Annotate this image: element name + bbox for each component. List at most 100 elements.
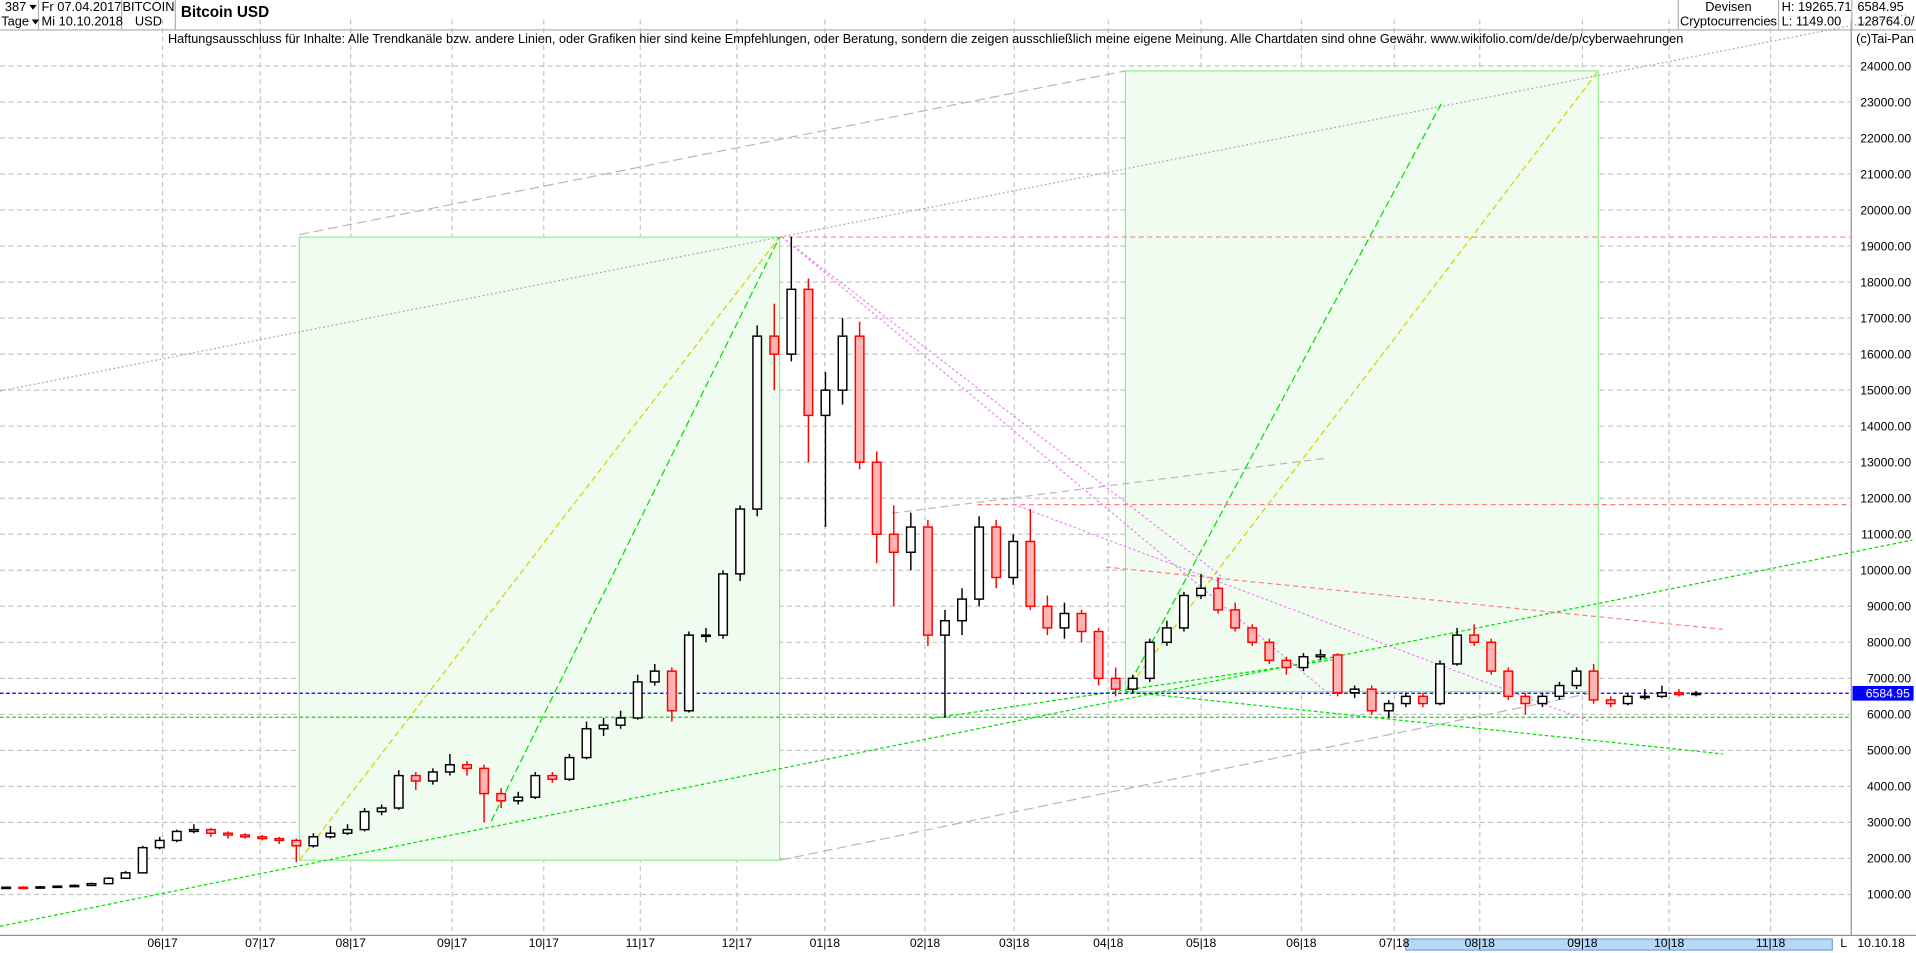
candle-body: [137, 846, 148, 874]
candle: [513, 791, 524, 805]
candle-body: [1537, 695, 1548, 705]
candle-body: [86, 882, 97, 887]
x-tick-label: 09|17: [436, 937, 468, 951]
candle: [547, 771, 558, 783]
candle-body: [905, 526, 916, 553]
bars-count[interactable]: 387: [4, 0, 27, 15]
candle-body: [1196, 587, 1207, 597]
candle: [18, 886, 29, 890]
candle: [1281, 656, 1292, 675]
candle: [461, 761, 473, 776]
candle: [1520, 692, 1531, 715]
bars-period-selector[interactable]: 387 Tage: [0, 0, 40, 30]
candle: [69, 884, 80, 888]
scroll-marker[interactable]: L: [1840, 937, 1848, 951]
y-tick-label: 10000.00: [1860, 564, 1911, 578]
disclaimer-text: Haftungsausschluss für Inhalte: Alle Tre…: [167, 32, 1684, 47]
candle-body: [120, 872, 131, 879]
x-tick-label: 10|17: [528, 937, 559, 951]
candle: [1400, 692, 1411, 708]
candle: [393, 770, 404, 810]
y-tick-label: 12000.00: [1860, 492, 1911, 506]
y-tick-label: 1000.00: [1867, 888, 1911, 902]
candle: [803, 278, 814, 463]
y-tick-label: 11000.00: [1861, 528, 1911, 542]
candle-body: [1691, 692, 1702, 696]
y-tick-label: 17000.00: [1860, 311, 1911, 325]
candle-body: [649, 670, 660, 683]
candle-body: [35, 886, 46, 889]
candle-body: [581, 728, 592, 759]
last-value: 6584.95: [1857, 0, 1904, 15]
category: Devisen Cryptocurrencies: [1677, 0, 1780, 30]
trendline-gray-dashed-upper: [299, 70, 1126, 236]
candle-body: [786, 288, 797, 355]
y-tick-label: 6000.00: [1867, 708, 1911, 722]
candle: [718, 570, 729, 639]
candle-body: [513, 796, 524, 802]
candle-body: [1503, 670, 1514, 698]
candle: [632, 674, 643, 720]
time-scrollbar[interactable]: [1405, 938, 1833, 951]
candle-body: [564, 756, 575, 780]
candle: [205, 827, 216, 837]
candle-body: [957, 598, 968, 622]
candle: [1554, 681, 1565, 700]
end-date: 10.10.18: [1857, 937, 1905, 951]
candle-body: [1213, 587, 1224, 611]
candle-body: [837, 335, 848, 391]
candle: [615, 710, 626, 729]
candle-body: [479, 767, 490, 795]
y-tick-label: 19000.00: [1860, 239, 1911, 253]
fan-line-yellow-1: [298, 236, 781, 861]
candle-body: [1025, 540, 1036, 608]
candle: [1469, 624, 1480, 646]
dropdown-arrow-icon[interactable]: [31, 19, 39, 25]
period-label[interactable]: Tage: [1, 14, 30, 30]
candle: [735, 505, 746, 582]
candle: [496, 788, 507, 809]
last-price-label: 6584.95: [1866, 687, 1910, 701]
candle: [1452, 627, 1463, 666]
candle-body: [991, 526, 1002, 579]
candle: [820, 372, 831, 528]
candle: [325, 826, 336, 839]
candle-body: [308, 836, 319, 847]
y-tick-label: 7000.00: [1867, 672, 1911, 686]
candle: [427, 768, 438, 785]
x-tick-label: 11|18: [1755, 937, 1786, 951]
candle: [1486, 638, 1497, 675]
candle: [1298, 653, 1309, 672]
dropdown-arrow-icon[interactable]: [28, 5, 37, 11]
candle: [1366, 685, 1377, 715]
candle-body: [171, 830, 182, 842]
candle-body: [1656, 692, 1667, 698]
candle-body: [1605, 699, 1616, 705]
x-tick-label: 07|18: [1379, 937, 1410, 951]
candle: [1, 886, 12, 890]
candle: [188, 824, 199, 834]
candle-body: [1349, 688, 1360, 694]
x-axis: L 10.10.18 06|17 07|17 08|17 09|17 10|17 11|1…: [0, 934, 1916, 953]
candle: [1161, 620, 1172, 646]
candle-body: [854, 335, 865, 463]
candle-body: [1281, 659, 1292, 669]
candle: [922, 519, 933, 646]
candle-body: [1383, 702, 1394, 712]
y-tick-label: 14000.00: [1860, 419, 1911, 433]
symbol-line2: USD: [134, 14, 163, 30]
candle-body: [1622, 695, 1633, 705]
candle: [564, 753, 575, 781]
last-price-tag: [1852, 685, 1914, 701]
chart-title: Bitcoin USD: [180, 3, 270, 21]
x-tick-label: 11|17: [625, 937, 656, 951]
candle: [342, 824, 353, 836]
candle-body: [1452, 634, 1463, 665]
candle: [274, 836, 285, 845]
candle-body: [683, 634, 694, 712]
candle-body: [1434, 663, 1446, 705]
candle: [444, 753, 455, 776]
fan-line-green-2: [1124, 102, 1443, 692]
y-tick-label: 5000.00: [1867, 744, 1911, 758]
